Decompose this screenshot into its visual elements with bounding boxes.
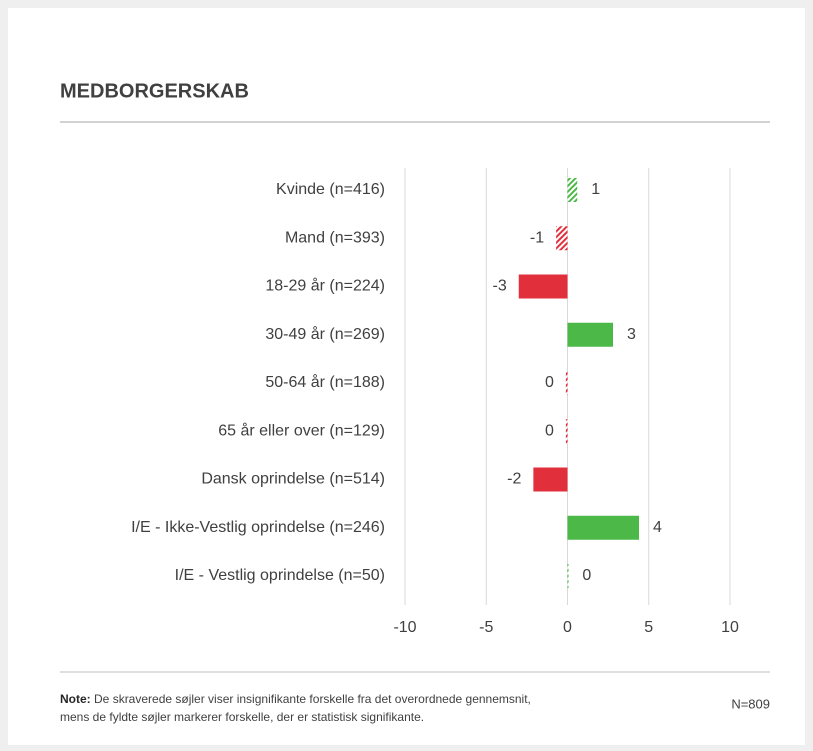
bar bbox=[556, 226, 568, 251]
bar bbox=[518, 274, 568, 299]
note-line: De skraverede søjler viser insignifikant… bbox=[94, 692, 531, 706]
value-label: 0 bbox=[545, 374, 554, 391]
bar bbox=[567, 515, 639, 540]
value-label: 3 bbox=[627, 326, 636, 343]
category-label: Dansk oprindelse (n=514) bbox=[201, 471, 385, 488]
value-label: -2 bbox=[507, 471, 521, 488]
category-label: Kvinde (n=416) bbox=[276, 181, 385, 198]
note-label: Note: bbox=[60, 692, 91, 706]
value-label: -1 bbox=[530, 229, 544, 246]
category-label: I/E - Ikke-Vestlig oprindelse (n=246) bbox=[131, 519, 385, 536]
x-tick-label: 5 bbox=[644, 619, 653, 636]
x-tick-label: 10 bbox=[721, 619, 739, 636]
category-label: 30-49 år (n=269) bbox=[265, 325, 385, 343]
value-label: -3 bbox=[493, 278, 507, 295]
value-label: 4 bbox=[653, 519, 662, 536]
sample-size: N=809 bbox=[731, 696, 770, 711]
value-label: 0 bbox=[545, 422, 554, 439]
note: Note: De skraverede søjler viser insigni… bbox=[60, 692, 531, 706]
category-label: 18-29 år (n=224) bbox=[265, 277, 385, 295]
chart-title: MEDBORGERSKAB bbox=[60, 80, 249, 102]
value-label: 0 bbox=[582, 567, 591, 584]
category-label: 65 år eller over (n=129) bbox=[218, 421, 385, 439]
bar bbox=[567, 178, 578, 202]
note-line: mens de fyldte søjler markerer forskelle… bbox=[60, 710, 424, 724]
x-tick-label: -5 bbox=[479, 619, 493, 636]
bar bbox=[533, 467, 568, 492]
category-label: 50-64 år (n=188) bbox=[265, 373, 385, 391]
bar bbox=[567, 322, 613, 347]
bar bbox=[565, 371, 568, 395]
category-label: Mand (n=393) bbox=[285, 229, 385, 246]
value-label: 1 bbox=[591, 181, 600, 198]
bar bbox=[565, 419, 568, 444]
card bbox=[8, 8, 805, 745]
x-tick-label: 0 bbox=[563, 619, 572, 636]
bar bbox=[567, 564, 569, 588]
category-label: I/E - Vestlig oprindelse (n=50) bbox=[175, 567, 385, 584]
x-tick-label: -10 bbox=[393, 619, 416, 636]
